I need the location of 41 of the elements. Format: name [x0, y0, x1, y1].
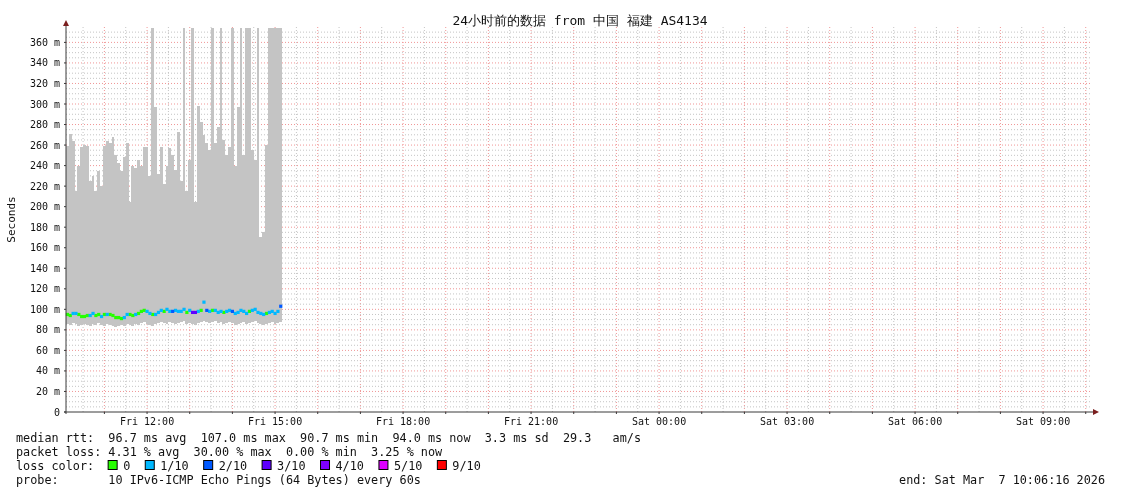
x-tick-label: Fri 21:00: [503, 416, 559, 427]
y-tick-label: 220 m: [29, 180, 60, 192]
x-tick-label: Sat 06:00: [887, 416, 943, 427]
y-tick-label: 140 m: [29, 262, 60, 274]
y-tick-label: 0: [53, 406, 60, 418]
y-tick-label: 40 m: [35, 365, 60, 377]
legend-title: loss color:: [16, 459, 95, 473]
note: probe: 10 IPv6-ICMP Echo Pings (64 Bytes) every 60s: [16, 473, 421, 487]
y-tick-label: 80 m: [35, 324, 60, 336]
y-tick-label: 180 m: [29, 221, 60, 233]
y-tick-label: 280 m: [29, 119, 60, 131]
note: median rtt: 96.7 ms avg 107.0 ms max 90.7 ms min 94.0 ms now 3.3 ms sd 29.3 am/s: [16, 431, 641, 445]
legend-label: 2/10: [218, 459, 248, 473]
y-tick-label: 240 m: [29, 160, 60, 172]
x-tick-label: Sat 09:00: [1015, 416, 1071, 427]
y-tick-label: 100 m: [29, 303, 60, 315]
y-tick-label: 340 m: [29, 57, 60, 69]
y-tick-label: 120 m: [29, 283, 60, 295]
legend-label: 0: [123, 459, 131, 473]
y-tick-label: 200 m: [29, 201, 60, 213]
x-tick-label: Sat 00:00: [631, 416, 687, 427]
x-tick-label: Fri 15:00: [247, 416, 303, 427]
chart-title: 24小时前的数据 from 中国 福建 AS4134: [452, 13, 708, 28]
legend-label: 4/10: [335, 459, 364, 473]
y-tick-label: 160 m: [29, 242, 60, 254]
y-tick-label: 20 m: [35, 385, 60, 397]
x-tick-label: Sat 03:00: [759, 416, 815, 427]
y-tick-label: 300 m: [29, 98, 60, 110]
y-tick-label: 60 m: [35, 344, 60, 356]
x-tick-label: Fri 18:00: [375, 416, 431, 427]
legend-label: 3/10: [277, 459, 306, 473]
legend-label: 5/10: [393, 459, 423, 473]
note: end: Sat Mar 7 10:06:16 2026: [899, 473, 1105, 487]
legend-label: 9/10: [452, 459, 481, 473]
y-tick-label: 260 m: [29, 139, 60, 151]
legend-label: 1/10: [160, 459, 189, 473]
x-tick-label: Fri 12:00: [119, 416, 175, 427]
y-axis-title: Seconds: [5, 196, 18, 243]
y-tick-label: 360 m: [29, 36, 60, 48]
note: packet loss: 4.31 % avg 30.00 % max 0.00 % min 3.25 % now: [16, 445, 443, 459]
y-tick-label: 320 m: [29, 77, 60, 89]
